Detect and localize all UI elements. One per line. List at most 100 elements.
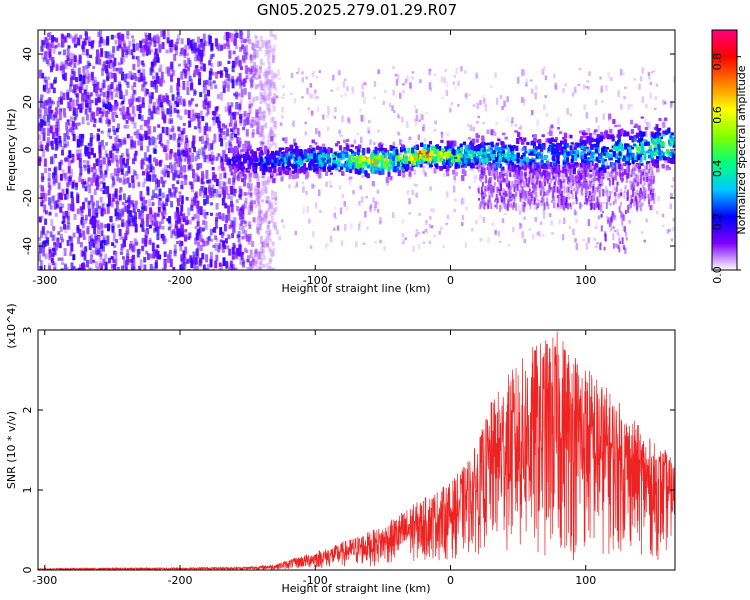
spectrogram-cell	[232, 177, 236, 183]
spectrogram-cell	[87, 94, 91, 104]
spectrogram-cell	[156, 134, 160, 140]
spectrogram-cell	[78, 153, 82, 158]
spectrogram-cell	[223, 185, 227, 191]
spectrogram-cell	[492, 129, 496, 133]
spectrogram-cell	[43, 158, 47, 167]
spectrogram-cell	[278, 236, 281, 241]
spectrogram-cell	[318, 189, 321, 197]
spectrogram-cell	[210, 212, 213, 216]
spectrogram-cell	[254, 260, 258, 264]
spectrogram-cell	[96, 81, 100, 90]
spectrogram-cell	[43, 76, 47, 83]
spectrogram-cell	[129, 210, 133, 217]
spectrogram-cell	[144, 234, 148, 244]
spectrogram-cell	[326, 127, 330, 131]
spectrogram-cell	[41, 72, 44, 79]
spectrogram-cell	[454, 198, 457, 202]
spectrogram-cell	[251, 129, 255, 135]
spectrogram-cell	[113, 57, 117, 66]
spectrogram-cell	[253, 120, 257, 127]
spectrogram-cell	[148, 138, 152, 145]
spectrogram-cell	[177, 142, 181, 152]
spectrogram-cell	[241, 258, 245, 266]
spectrogram-cell	[238, 216, 242, 220]
spectrogram-cell	[44, 233, 48, 240]
spectrogram-cell	[190, 117, 194, 122]
spectrogram-cell	[91, 215, 95, 220]
spectrogram-cell	[81, 92, 85, 101]
spectrogram-cell	[252, 67, 256, 72]
spectrogram-cell	[267, 146, 271, 154]
spectrogram-cell	[165, 126, 169, 136]
spectrogram-cell	[610, 77, 613, 82]
spectrogram-cell	[200, 185, 204, 191]
spectrogram-cell	[634, 203, 637, 209]
spectrogram-cell	[69, 168, 73, 177]
spectrogram-cell	[98, 40, 102, 48]
spectrogram-cell	[148, 199, 151, 207]
spectrogram-cell	[506, 116, 509, 122]
spectrogram-cell	[165, 194, 169, 202]
spectrogram-cell	[382, 100, 385, 106]
spectrogram-cell	[240, 88, 244, 98]
spectrogram-cell	[361, 174, 364, 178]
spectrogram-cell	[79, 264, 83, 270]
spectrogram-cell	[121, 218, 125, 227]
spectrogram-cell	[557, 117, 560, 125]
spectrogram-cell	[89, 267, 93, 270]
spectrogram-cell	[69, 61, 73, 65]
spectrogram-cell	[68, 84, 72, 93]
spectrogram-cell	[425, 220, 428, 226]
spectrogram-cell	[206, 154, 210, 160]
spectrogram-cell	[72, 110, 76, 116]
spectrogram-cell	[377, 129, 380, 133]
spectrogram-cell	[243, 173, 247, 180]
spectrogram-cell	[42, 57, 46, 62]
spectrogram-cell	[167, 254, 170, 263]
spectrogram-cell	[347, 178, 351, 181]
spectrogram-cell	[531, 88, 534, 94]
spectrogram-cell	[230, 102, 234, 108]
spectrogram-cell	[249, 183, 253, 192]
spectrogram-cell	[180, 195, 184, 205]
spectrogram-cell	[62, 92, 66, 101]
spectrogram-cell	[241, 235, 245, 240]
spectrogram-cell	[186, 80, 190, 89]
spectrogram-cell	[111, 53, 115, 58]
spectrogram-cell	[440, 76, 444, 83]
spectrogram-cell	[153, 212, 157, 221]
spectrogram-cell	[86, 75, 90, 84]
spectrogram-cell	[236, 248, 240, 256]
spectrogram-cell	[232, 268, 236, 270]
spectrogram-cell	[259, 258, 263, 267]
spectrogram-cell	[345, 205, 349, 211]
spectrogram-cell	[75, 84, 79, 90]
spectrogram-cell	[587, 128, 591, 135]
spectrogram-cell	[111, 152, 115, 161]
spectrogram-cell	[315, 127, 318, 134]
spectrogram-cell	[125, 225, 129, 234]
spectrogram-cell	[238, 252, 242, 257]
spectrogram-cell	[525, 78, 528, 82]
spectrogram-cell	[92, 250, 96, 255]
spectrogram-cell	[126, 124, 130, 129]
spectrogram-cell	[81, 251, 85, 257]
spectrogram-cell	[204, 107, 208, 111]
spectrogram-cell	[116, 266, 120, 270]
spectrogram-cell	[641, 67, 645, 74]
spectrogram-cell	[110, 173, 114, 180]
spectrogram-cell	[198, 136, 202, 142]
spectrogram-cell	[63, 133, 67, 142]
spectrogram-cell	[429, 216, 432, 220]
spectrogram-cell	[145, 250, 149, 255]
spectrogram-cell	[261, 217, 265, 224]
spectrogram-cell	[271, 97, 274, 103]
spectrogram-cell	[468, 186, 471, 189]
spectrogram-cell	[498, 140, 502, 145]
spectrogram-cell	[410, 86, 413, 92]
spectrogram-cell	[65, 224, 69, 230]
spectrogram-cell	[270, 204, 273, 210]
spectrogram-cell	[61, 34, 65, 39]
spectrogram-cell	[72, 232, 76, 238]
spectrogram-cell	[52, 87, 56, 94]
